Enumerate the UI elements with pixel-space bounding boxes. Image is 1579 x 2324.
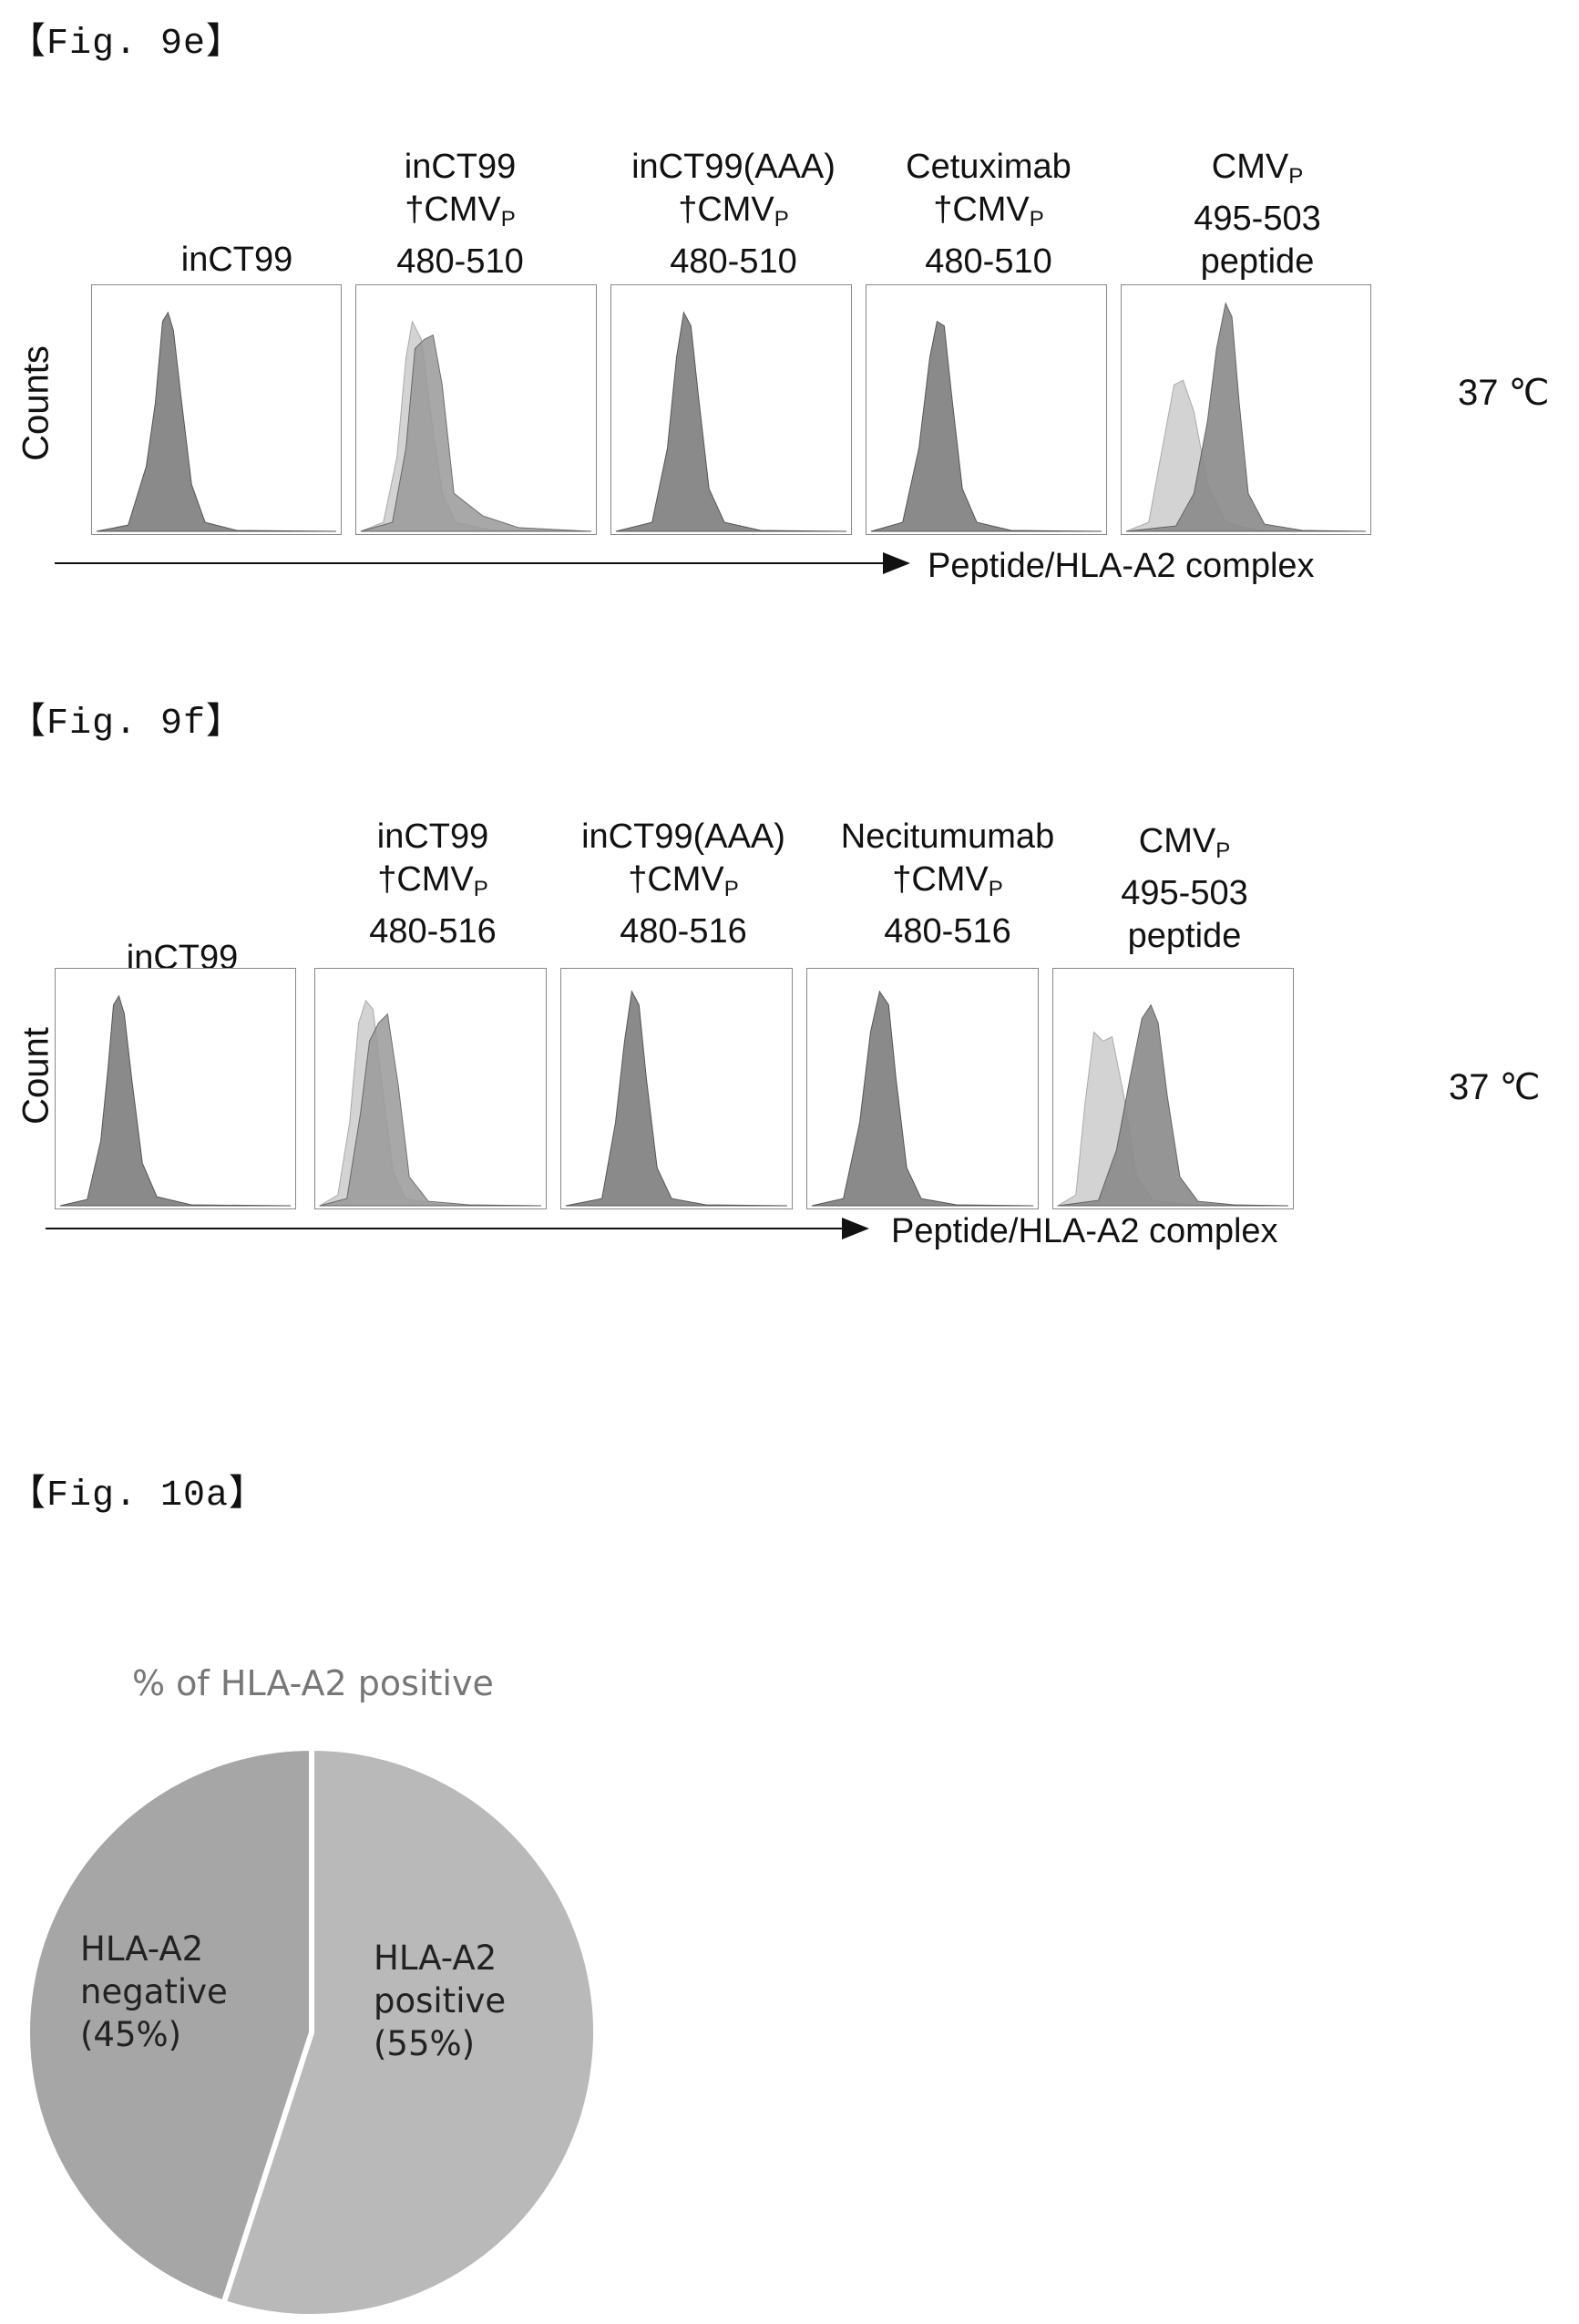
title-line: Cetuximab: [906, 148, 1071, 186]
title-line: †CMVP: [678, 190, 789, 231]
fig9e-panel-title-4: Cetuximab †CMVP 480-510: [861, 146, 1116, 283]
pie-label-negative: HLA-A2 negative (45%): [80, 1928, 228, 2056]
title-line: 480-516: [884, 912, 1011, 951]
histogram-peak: [96, 311, 337, 532]
label-line: negative: [80, 1972, 228, 2011]
fig9e-y-axis-label: Counts: [15, 345, 56, 461]
title-line: 480-516: [620, 912, 747, 951]
fig9e-histogram-4: [866, 284, 1107, 535]
fig9e-histogram-5: [1121, 284, 1371, 535]
title-line: †CMVP: [628, 860, 739, 901]
histogram-peak: [811, 990, 1034, 1207]
histogram-peak: [870, 320, 1102, 532]
title-line: 495-503: [1194, 200, 1321, 238]
fig9f-panel-title-4: Necitumumab †CMVP 480-516: [806, 816, 1089, 953]
label-line: positive: [374, 1981, 507, 2021]
fig9f-histogram-4: [806, 968, 1039, 1209]
fig9f-histogram-3: [560, 968, 793, 1209]
fig-9e-label: 【Fig. 9e】: [9, 24, 244, 65]
histogram-peak: [59, 994, 292, 1207]
fig9f-x-axis-label: Peptide/HLA-A2 complex: [891, 1212, 1278, 1250]
pie-label-positive: HLA-A2 positive (55%): [374, 1937, 506, 2065]
fig9e-histogram-3: [610, 284, 852, 535]
fig9f-temperature: 37 ℃: [1449, 1067, 1541, 1107]
label-line: HLA-A2: [80, 1929, 204, 1969]
histogram-peak: [1057, 1003, 1289, 1207]
fig9f-x-axis-arrow: [46, 1218, 869, 1239]
fig9f-panel-title-3: inCT99(AAA) †CMVP 480-516: [551, 816, 815, 953]
histogram-peak: [360, 334, 592, 532]
fig9f-panel-title-5: CMVP 495-503 peptide: [1071, 820, 1298, 958]
title-line: †CMVP: [933, 190, 1044, 231]
title-line: peptide: [1200, 242, 1315, 281]
title-line: peptide: [1127, 917, 1242, 955]
title-line: Necitumumab: [840, 818, 1055, 856]
fig9f-histogram-2: [314, 968, 547, 1209]
fig9e-panel-title-3: inCT99(AAA) †CMVP 480-510: [597, 146, 870, 283]
label-line: (55%): [374, 2024, 476, 2063]
fig9e-temperature: 37 ℃: [1458, 373, 1550, 413]
fig9f-panel-title-2: inCT99 †CMVP 480-516: [319, 816, 547, 953]
histogram-peak: [1125, 302, 1367, 532]
title-line: CMVP: [1138, 822, 1231, 863]
fig9f-histogram-1: [55, 968, 296, 1209]
title-line: 480-510: [396, 242, 524, 281]
fig9e-x-axis-arrow: [55, 552, 910, 574]
fig9e-histogram-2: [355, 284, 597, 535]
fig9e-panel-title-1: inCT99: [146, 239, 328, 282]
title-line: †CMVP: [405, 190, 516, 231]
histogram-peak: [615, 311, 847, 532]
histogram-peak: [565, 990, 788, 1207]
pie-slice-negative: [25, 1744, 314, 2307]
fig9e-panel-title-5: CMVP 495-503 peptide: [1143, 146, 1371, 283]
title-line: 495-503: [1121, 874, 1248, 912]
fig9e-x-axis-label: Peptide/HLA-A2 complex: [928, 547, 1315, 585]
title-line: inCT99: [404, 148, 517, 186]
label-line: HLA-A2: [374, 1938, 497, 1978]
title-line: †CMVP: [892, 860, 1003, 901]
fig-9f-label: 【Fig. 9f】: [9, 704, 244, 745]
title-line: 480-510: [925, 242, 1052, 281]
label-line: (45%): [80, 2015, 182, 2054]
title-line: inCT99: [180, 241, 293, 279]
title-line: 480-516: [369, 912, 497, 951]
title-line: †CMVP: [377, 860, 488, 901]
fig9e-histogram-1: [91, 284, 342, 535]
histogram-peak: [319, 1013, 542, 1207]
pie-chart-title: % of HLA-A2 positive: [132, 1663, 494, 1703]
title-line: CMVP: [1211, 148, 1304, 189]
fig9f-y-axis-label: Count: [15, 1027, 56, 1125]
title-line: inCT99: [376, 818, 489, 856]
histogram-peak: [360, 320, 592, 532]
title-line: 480-510: [670, 242, 797, 281]
pie-chart: [25, 1744, 599, 2319]
fig-10a-label: 【Fig. 10a】: [9, 1476, 267, 1517]
fig9e-panel-title-2: inCT99 †CMVP 480-510: [346, 146, 574, 283]
fig9f-histogram-5: [1052, 968, 1294, 1209]
title-line: inCT99(AAA): [631, 148, 836, 186]
title-line: inCT99(AAA): [581, 818, 785, 856]
